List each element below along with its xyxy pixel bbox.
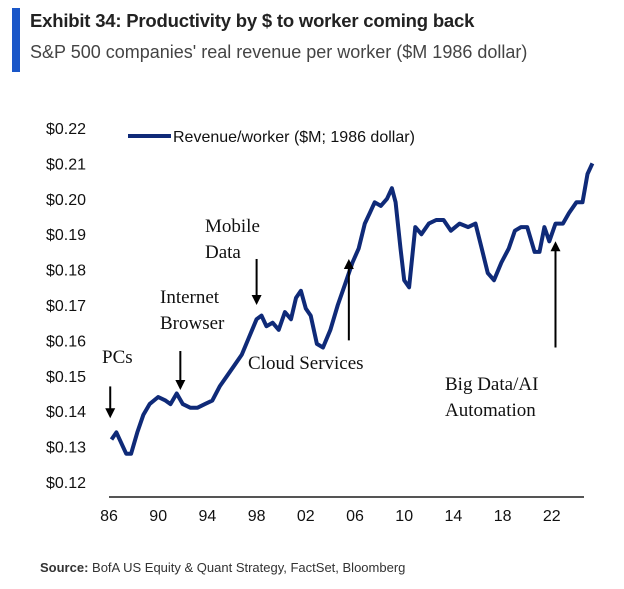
title-accent-bar [12,8,20,72]
y-tick-label: $0.20 [46,192,86,209]
annotation-text: Browser [160,313,225,334]
y-tick-label: $0.17 [46,298,86,315]
x-tick-label: 06 [346,508,364,525]
arrow-head-icon [105,408,116,419]
annotation-text: Automation [445,400,536,421]
legend-label: Revenue/worker ($M; 1986 dollar) [173,129,415,146]
y-tick-label: $0.21 [46,156,86,173]
y-tick-label: $0.18 [46,263,86,280]
x-tick-label: 02 [297,508,315,525]
y-tick-label: $0.22 [46,121,86,138]
x-tick-label: 22 [543,508,561,525]
y-tick-label: $0.16 [46,333,86,350]
arrow-head-icon [550,241,561,252]
x-tick-label: 14 [445,508,463,525]
annotation-text: Big Data/AI [445,374,538,395]
annotation-text: PCs [102,347,133,368]
y-tick-label: $0.12 [46,475,86,492]
source-note: Source: BofA US Equity & Quant Strategy,… [40,560,405,575]
source-text: BofA US Equity & Quant Strategy, FactSet… [88,560,406,575]
arrow-head-icon [343,258,354,269]
legend: Revenue/worker ($M; 1986 dollar) [128,129,415,146]
x-tick-label: 94 [199,508,217,525]
chart-subtitle: S&P 500 companies' real revenue per work… [30,42,528,62]
annotation-text: Mobile [205,216,260,237]
annotation: PCs [102,347,133,419]
annotation-text: Cloud Services [248,353,364,374]
annotation: Big Data/AI Automation [445,241,561,421]
y-tick-label: $0.19 [46,227,86,244]
y-tick-label: $0.13 [46,440,86,457]
annotation: Cloud Services [248,258,364,374]
annotation: Internet Browser [160,287,225,390]
series-line-revenue-worker [109,162,595,456]
y-tick-label: $0.15 [46,369,86,386]
source-label: Source: [40,560,89,575]
arrow-head-icon [175,379,186,390]
y-tick-label: $0.14 [46,404,86,421]
x-tick-label: 10 [395,508,413,525]
arrow-head-icon [251,295,262,305]
x-tick-label: 18 [494,508,512,525]
chart-title: Exhibit 34: Productivity by $ to worker … [30,10,475,31]
annotation: Mobile Data [205,216,262,305]
x-tick-label: 98 [248,508,266,525]
annotation-text: Data [205,242,241,263]
annotation-text: Internet [160,287,220,308]
x-tick-label: 90 [149,508,167,525]
x-tick-label: 86 [100,508,118,525]
